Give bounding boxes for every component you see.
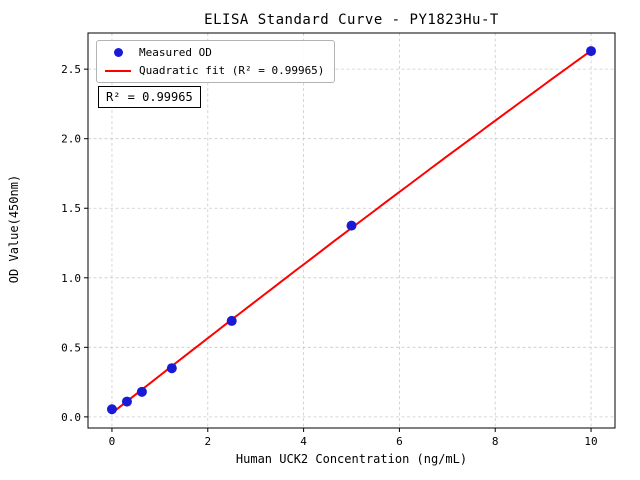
chart-title: ELISA Standard Curve - PY1823Hu-T: [204, 12, 499, 28]
r-squared-annotation: R² = 0.99965: [98, 86, 201, 108]
svg-text:8: 8: [492, 435, 499, 448]
svg-text:0: 0: [109, 435, 116, 448]
svg-text:4: 4: [300, 435, 307, 448]
quadratic-fit-line-icon: [105, 69, 131, 72]
svg-text:2: 2: [204, 435, 211, 448]
legend-item-quadratic-fit: Quadratic fit (R² = 0.99965): [105, 64, 324, 77]
svg-text:0.5: 0.5: [61, 341, 81, 354]
svg-text:1.0: 1.0: [61, 272, 81, 285]
x-axis-label: Human UCK2 Concentration (ng/mL): [235, 452, 468, 466]
svg-text:2.5: 2.5: [61, 63, 81, 76]
legend: Measured OD Quadratic fit (R² = 0.99965): [96, 40, 336, 83]
legend-label-measured-od: Measured OD: [139, 46, 212, 59]
measured-od-marker-icon: [105, 48, 131, 57]
y-axis-label: OD Value(450nm): [7, 174, 21, 284]
svg-text:0.0: 0.0: [61, 411, 81, 424]
svg-text:10: 10: [584, 435, 597, 448]
svg-text:1.5: 1.5: [61, 202, 81, 215]
legend-item-measured-od: Measured OD: [105, 46, 324, 59]
legend-label-quadratic-fit: Quadratic fit (R² = 0.99965): [139, 64, 325, 77]
svg-text:2.0: 2.0: [61, 133, 81, 146]
svg-text:6: 6: [396, 435, 403, 448]
